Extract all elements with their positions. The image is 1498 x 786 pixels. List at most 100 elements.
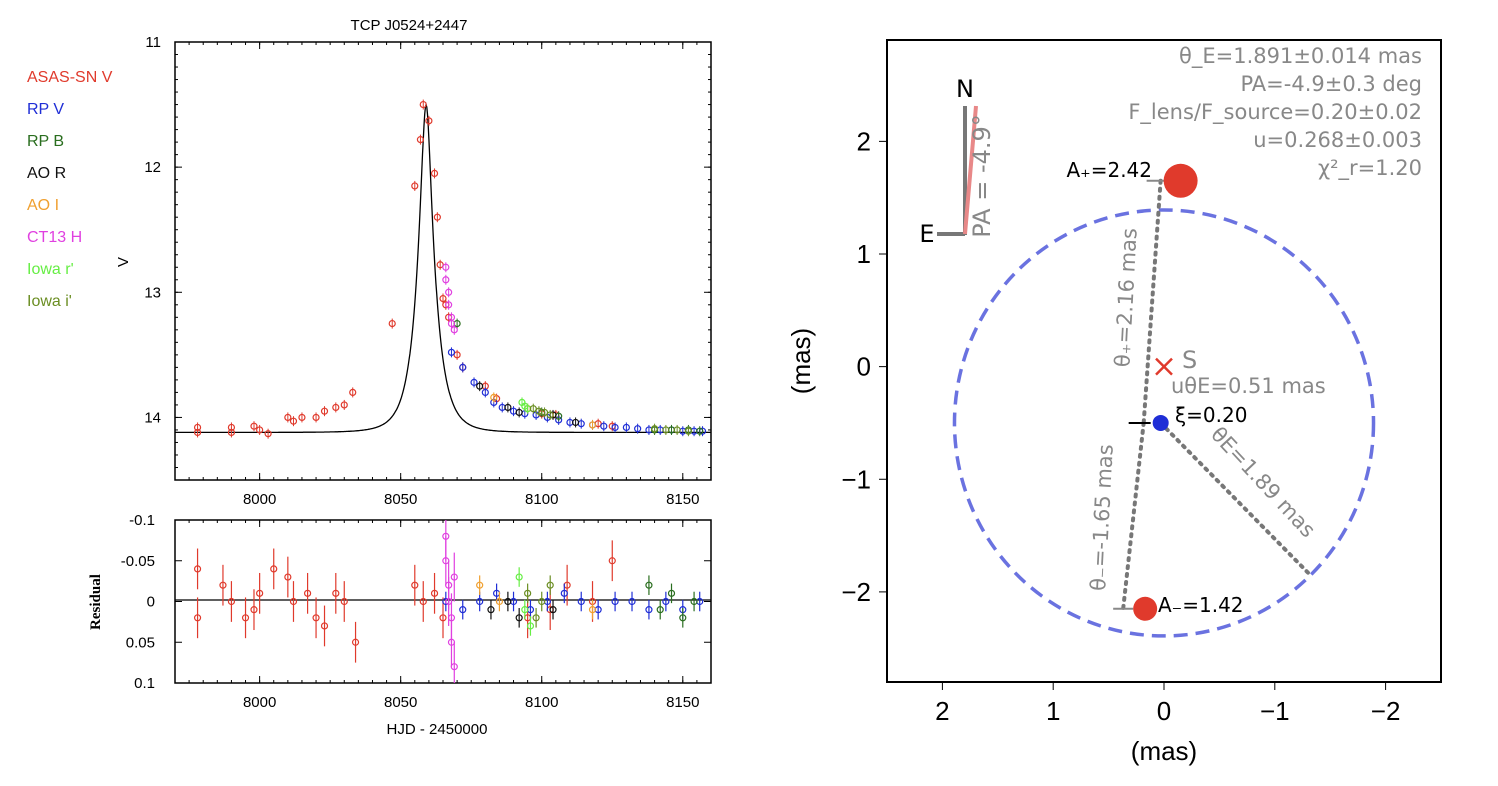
legend-item: CT13 H xyxy=(27,229,82,246)
geo-xtick-label: −1 xyxy=(1260,696,1290,726)
data-point xyxy=(611,423,619,432)
geometry-ylabel: (mas) xyxy=(786,328,816,394)
data-point xyxy=(425,117,433,125)
legend: ASAS-SN V RP V RP B AO R AO I CT13 H Iowa r' Io… xyxy=(27,69,113,310)
data-point xyxy=(445,288,453,296)
residual-point xyxy=(219,581,227,589)
compass-pa-line xyxy=(963,105,978,235)
lens-point xyxy=(1152,414,1169,431)
geo-ytick-label: 1 xyxy=(857,239,871,269)
data-point xyxy=(256,426,264,434)
geo-xtick-label: 2 xyxy=(935,696,949,726)
residual-point xyxy=(303,589,312,597)
residual-point xyxy=(667,589,676,597)
residual-point xyxy=(476,581,484,589)
data-point xyxy=(622,423,630,432)
geo-xtick-label: 1 xyxy=(1046,696,1060,726)
residual-point xyxy=(524,589,532,597)
residual-point xyxy=(419,597,427,606)
a-plus-label: A₊=2.42 xyxy=(1066,158,1152,182)
ytick-label: 14 xyxy=(144,409,161,426)
geo-xtick-label: −2 xyxy=(1371,696,1401,726)
residual-point xyxy=(504,597,512,606)
residual-point xyxy=(270,565,278,573)
data-point xyxy=(696,427,704,435)
residual-point xyxy=(332,589,340,597)
theta-e-label: θE=1.89 mas xyxy=(1206,422,1320,542)
param-chi2: χ²_r=1.20 xyxy=(1318,156,1422,181)
res-xtick-label: 8150 xyxy=(666,694,699,711)
residual-xlabel: HJD - 2450000 xyxy=(387,721,488,738)
residual-point xyxy=(351,638,360,646)
geo-ytick-label: 2 xyxy=(857,126,871,156)
param-u: u=0.268±0.003 xyxy=(1253,128,1422,152)
data-point xyxy=(673,426,681,434)
lightcurve-xticks: 8000 8050 8100 8150 xyxy=(188,42,712,508)
data-point xyxy=(433,213,441,221)
geometry-xlabel: (mas) xyxy=(1131,736,1197,766)
data-point xyxy=(650,425,659,433)
param-theta-e: θ_E=1.891±0.014 mas xyxy=(1179,44,1422,69)
legend-item: RP B xyxy=(27,133,64,150)
geo-ytick-label: 0 xyxy=(857,352,871,382)
residual-point xyxy=(549,606,557,614)
residual-point xyxy=(608,557,616,565)
residual-point xyxy=(611,597,619,606)
residual-point xyxy=(459,606,467,614)
data-point xyxy=(442,276,450,284)
residual-point xyxy=(193,614,202,622)
ytick-label: 11 xyxy=(145,34,161,51)
lightcurve-ylabel: V xyxy=(115,257,132,267)
compass-e-label: E xyxy=(919,220,934,248)
geometry-xticks: 2 1 0 −1 −2 xyxy=(935,682,1400,726)
data-point xyxy=(340,401,348,409)
legend-item: AO I xyxy=(27,197,59,214)
image-a-minus xyxy=(1133,596,1158,621)
chart-title: TCP J0524+2447 xyxy=(351,17,468,34)
residual-point xyxy=(662,597,670,606)
data-point xyxy=(529,405,537,413)
theta-e-line xyxy=(1158,420,1311,576)
residual-point xyxy=(256,589,264,597)
data-point xyxy=(264,430,272,438)
residual-point xyxy=(340,597,348,606)
data-point xyxy=(445,301,453,309)
data-point xyxy=(284,413,292,422)
geometry-yticks: −2 −1 0 1 2 xyxy=(841,126,887,607)
data-point xyxy=(470,378,478,386)
data-point xyxy=(453,351,461,359)
theta-minus-label: θ₋=-1.65 mas xyxy=(1086,444,1118,592)
residual-point xyxy=(690,597,698,606)
residual-point xyxy=(521,606,529,614)
data-point xyxy=(250,422,258,430)
param-pa: PA=-4.9±0.3 deg xyxy=(1240,72,1422,96)
residual-point xyxy=(515,573,523,581)
data-point xyxy=(227,428,236,437)
lightcurve-axes xyxy=(174,41,712,481)
residual-point xyxy=(538,597,546,606)
data-point xyxy=(476,382,484,390)
residual-point xyxy=(430,589,439,597)
residual-point xyxy=(628,597,636,606)
data-point xyxy=(481,388,489,396)
source-marker xyxy=(1155,357,1173,376)
lightcurve-yticks: 11 12 13 14 xyxy=(144,34,711,481)
data-point xyxy=(193,428,202,437)
residual-point xyxy=(476,597,484,606)
res-ytick-label: 0.1 xyxy=(134,675,155,692)
data-point xyxy=(588,421,597,429)
residual-points xyxy=(193,520,704,683)
einstein-ring xyxy=(952,208,1376,638)
compass-n-label: N xyxy=(956,75,974,103)
residual-point xyxy=(450,573,458,581)
residual-point xyxy=(656,606,664,614)
data-point xyxy=(684,427,693,435)
xtick-label: 8050 xyxy=(384,491,417,508)
data-point xyxy=(320,407,329,415)
residual-point xyxy=(495,597,504,606)
residual-point xyxy=(645,581,653,589)
param-flux-ratio: F_lens/F_source=0.20±0.02 xyxy=(1128,100,1422,125)
data-point xyxy=(436,261,444,269)
data-point xyxy=(447,319,456,328)
